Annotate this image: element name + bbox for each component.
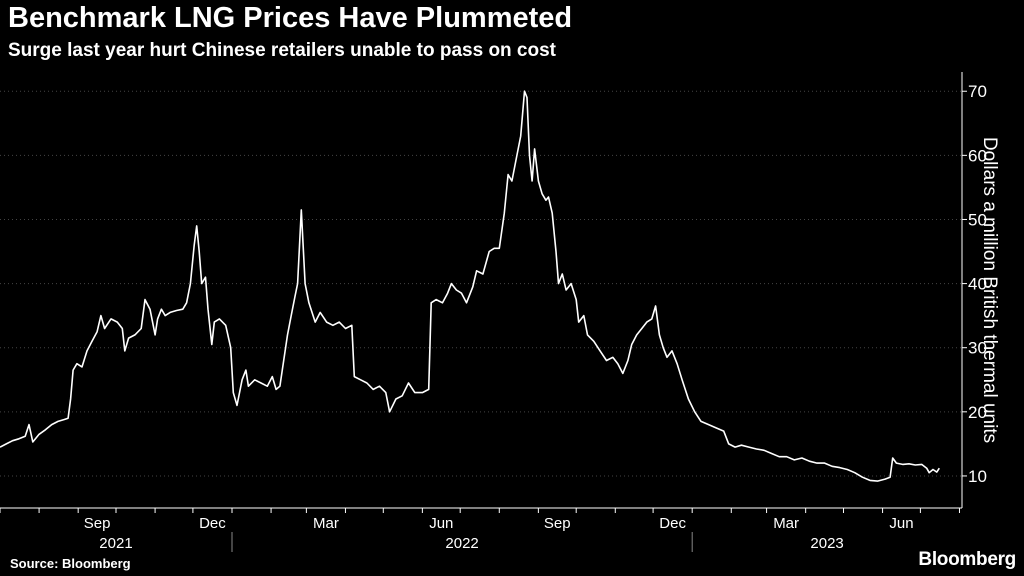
year-label-2021: 2021 bbox=[99, 535, 132, 552]
x-tick-label-3: Jun bbox=[429, 515, 453, 532]
x-tick-label-4: Sep bbox=[544, 515, 571, 532]
source-note: Source: Bloomberg bbox=[10, 556, 131, 571]
x-tick-label-7: Jun bbox=[889, 515, 913, 532]
x-tick-label-2: Mar bbox=[313, 515, 339, 532]
y-tick-label-20: 20 bbox=[968, 403, 987, 422]
series-line-0 bbox=[0, 90, 940, 482]
x-tick-label-0: Sep bbox=[84, 515, 111, 532]
y-tick-label-40: 40 bbox=[968, 275, 987, 294]
axes: 10 20 30 40 50 60 70 Sep Dec Mar Jun Sep Dec Mar Jun 20… bbox=[0, 72, 987, 552]
x-tick-label-5: Dec bbox=[659, 515, 686, 532]
series-layer bbox=[0, 90, 940, 482]
grid bbox=[0, 90, 962, 477]
year-label-2023: 2023 bbox=[810, 535, 843, 552]
chart-title: Benchmark LNG Prices Have Plummeted bbox=[8, 2, 573, 34]
x-tick-label-1: Dec bbox=[199, 515, 226, 532]
y-tick-label-30: 30 bbox=[968, 339, 987, 358]
x-tick-label-6: Mar bbox=[773, 515, 799, 532]
y-tick-label-50: 50 bbox=[968, 210, 987, 229]
chart-subtitle: Surge last year hurt Chinese retailers u… bbox=[8, 40, 557, 61]
bloomberg-logo: Bloomberg bbox=[918, 549, 1016, 570]
y-tick-label-10: 10 bbox=[968, 467, 987, 486]
y-tick-label-70: 70 bbox=[968, 82, 987, 101]
y-tick-label-60: 60 bbox=[968, 146, 987, 165]
year-label-2022: 2022 bbox=[445, 535, 478, 552]
y-axis-label: Dollars a million British thermal units bbox=[979, 137, 1000, 443]
